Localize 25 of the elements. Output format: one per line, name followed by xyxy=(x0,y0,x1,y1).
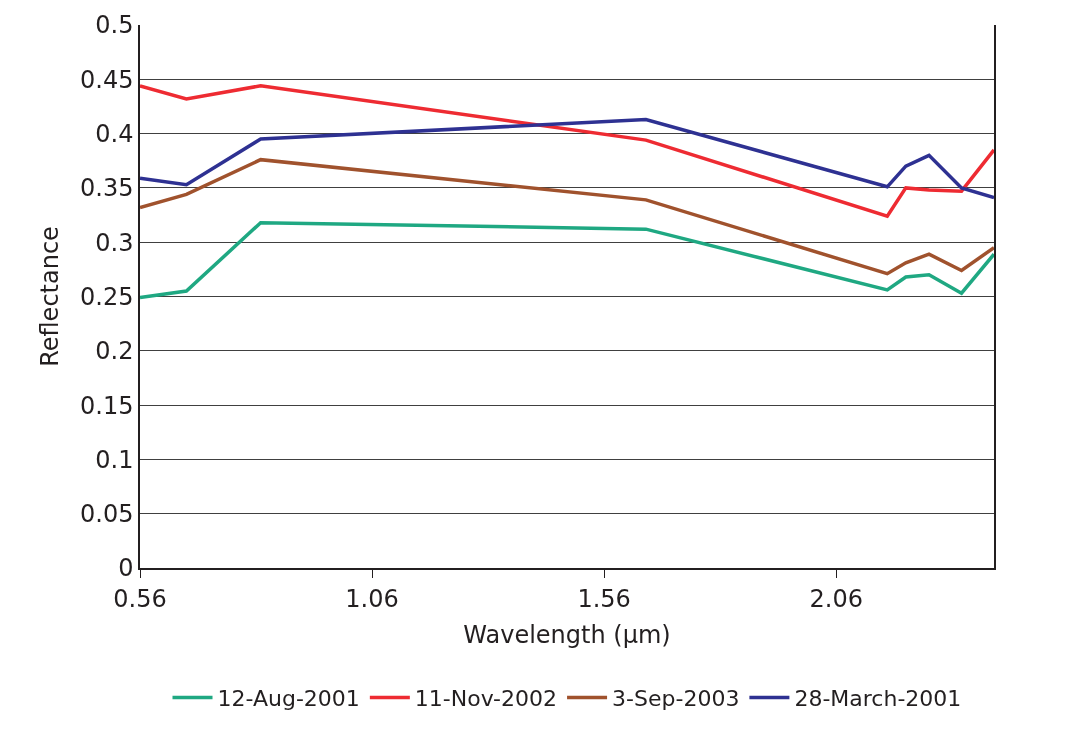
y-tick-label: 0.2 xyxy=(95,337,134,366)
line-series xyxy=(140,117,994,200)
legend-label: 28-March-2001 xyxy=(794,685,962,711)
y-tick-label: 0.5 xyxy=(95,11,134,40)
x-tick-label: 0.56 xyxy=(113,584,167,613)
y-tick-label: 0 xyxy=(118,554,134,583)
x-tick-label: 1.56 xyxy=(577,584,631,613)
y-tick-label: 0.45 xyxy=(80,65,134,94)
x-axis-title: Wavelength (µm) xyxy=(463,621,671,650)
y-axis-title: Reflectance xyxy=(35,226,64,367)
y-tick-label: 0.35 xyxy=(80,174,134,203)
y-tick-label: 0.25 xyxy=(80,282,134,311)
legend-label: 11-Nov-2002 xyxy=(414,685,558,711)
line-series xyxy=(140,157,994,276)
legend-label: 3-Sep-2003 xyxy=(612,685,740,711)
y-tick-label: 0.3 xyxy=(95,228,134,257)
line-series xyxy=(140,220,994,300)
y-tick-label: 0.05 xyxy=(80,500,134,529)
line-series xyxy=(140,84,994,218)
y-tick-label: 0.1 xyxy=(95,445,134,474)
y-tick-label: 0.15 xyxy=(80,391,134,420)
y-tick-label: 0.4 xyxy=(95,120,134,148)
legend-label: 12-Aug-2001 xyxy=(217,685,360,711)
x-tick-label: 1.06 xyxy=(345,584,399,613)
x-tick-label: 2.06 xyxy=(809,584,863,613)
